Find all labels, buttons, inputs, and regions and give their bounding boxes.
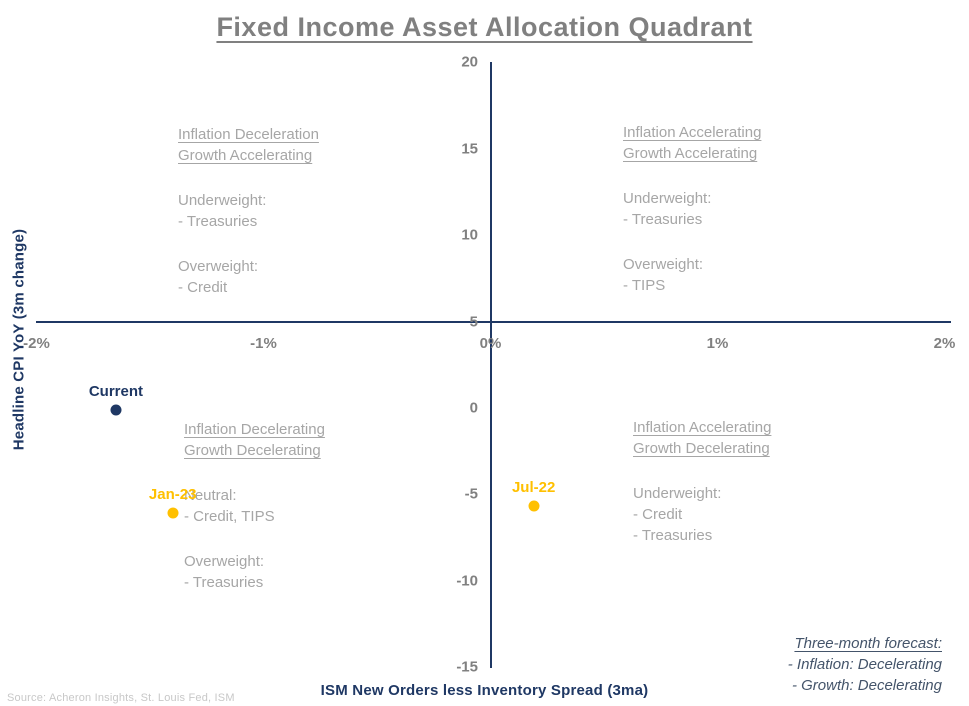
quadrant-text-line: - Treasuries <box>184 574 264 591</box>
quadrant-text-line: - Treasuries <box>178 213 258 230</box>
quadrant-section: Underweight: - Credit - Treasuries <box>633 483 771 546</box>
quadrant-header-line: Inflation Deceleration <box>178 126 319 143</box>
quadrant-bottom-left: Inflation Decelerating Growth Deceleratin… <box>184 419 325 593</box>
y-axis-tick-label: -10 <box>456 572 478 590</box>
y-axis-tick-label: 10 <box>461 226 478 244</box>
quadrant-top-right: Inflation Accelerating Growth Acceleratin… <box>623 122 761 296</box>
quadrant-text-line: Underweight: <box>623 190 712 207</box>
quadrant-text-line: - Credit, TIPS <box>184 508 275 525</box>
data-point-jul-22 <box>528 500 540 512</box>
quadrant-header-line: Inflation Decelerating <box>184 421 325 438</box>
quadrant-header-line: Growth Accelerating <box>623 145 758 162</box>
quadrant-text-line: Underweight: <box>633 485 722 502</box>
x-axis-line <box>36 321 951 323</box>
quadrant-section: Overweight: - Treasuries <box>184 551 325 593</box>
quadrant-section: Underweight: - Treasuries <box>623 188 761 230</box>
quadrant-text-line: Overweight: <box>184 553 265 570</box>
quadrant-top-left: Inflation Deceleration Growth Acceleratin… <box>178 124 319 298</box>
source-note: Source: Acheron Insights, St. Louis Fed,… <box>7 692 235 704</box>
quadrant-bottom-right: Inflation Accelerating Growth Deceleratin… <box>633 417 771 546</box>
y-axis-tick-label: 15 <box>461 140 478 158</box>
forecast-line: - Inflation: Decelerating <box>787 656 942 673</box>
x-axis-tick-label: -2% <box>23 335 50 352</box>
quadrant-header-line: Inflation Accelerating <box>623 124 762 141</box>
x-axis-tick-label: 0% <box>479 335 502 352</box>
y-axis-tick-label: 0 <box>469 399 478 417</box>
quadrant-section: Underweight: - Treasuries <box>178 190 319 232</box>
x-axis-tick-label: 2% <box>933 335 956 352</box>
data-point-label-jan-23: Jan-23 <box>148 485 197 503</box>
x-axis-tick-label: -1% <box>250 335 277 352</box>
quadrant-text-line: Overweight: <box>623 256 704 273</box>
quadrant-header-line: Inflation Accelerating <box>633 419 772 436</box>
quadrant-text-line: Overweight: <box>178 258 259 275</box>
quadrant-section: Overweight: - TIPS <box>623 254 761 296</box>
quadrant-text-line: - Credit <box>633 506 683 523</box>
forecast-line: - Growth: Decelerating <box>791 677 942 694</box>
data-point-label-current: Current <box>88 382 144 400</box>
quadrant-text-line: Underweight: <box>178 192 267 209</box>
quadrant-header-line: Growth Decelerating <box>184 442 321 459</box>
data-point-current <box>110 404 122 416</box>
quadrant-section: Overweight: - Credit <box>178 256 319 298</box>
data-point-jan-23 <box>167 507 179 519</box>
quadrant-text-line: - Credit <box>178 279 228 296</box>
chart-title: Fixed Income Asset Allocation Quadrant <box>216 12 753 42</box>
data-point-label-jul-22: Jul-22 <box>511 478 556 496</box>
quadrant-header-line: Growth Decelerating <box>633 440 770 457</box>
quadrant-header-line: Growth Accelerating <box>178 147 313 164</box>
quadrant-section: Neutral: - Credit, TIPS <box>184 485 325 527</box>
y-axis-tick-label: 5 <box>469 313 478 330</box>
forecast-title: Three-month forecast: <box>794 635 942 652</box>
y-axis-line <box>490 62 492 668</box>
quadrant-text-line: - Treasuries <box>623 211 703 228</box>
x-axis-tick-label: 1% <box>706 335 729 352</box>
x-axis-title: ISM New Orders less Inventory Spread (3m… <box>320 682 649 699</box>
quadrant-text-line: - Treasuries <box>633 527 713 544</box>
forecast-block: Three-month forecast: - Inflation: Decel… <box>788 633 942 696</box>
quadrant-text-line: - TIPS <box>623 277 666 294</box>
y-axis-tick-label: 20 <box>461 53 478 71</box>
y-axis-tick-label: -15 <box>456 658 478 676</box>
y-axis-tick-label: -5 <box>464 485 478 503</box>
quadrant-text-line: Neutral: <box>184 487 237 504</box>
